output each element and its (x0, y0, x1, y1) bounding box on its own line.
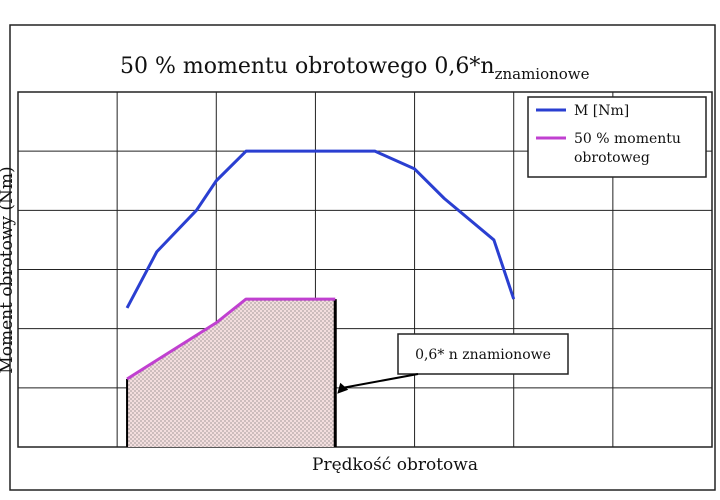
shaded-region (127, 299, 336, 447)
annotation-box (397, 333, 569, 375)
outer-frame (9, 24, 716, 491)
y-axis-label: Moment obrotowy (Nm) (0, 166, 17, 373)
chart-title: 50 % momentu obrotowego 0,6*nznamionowe (120, 54, 590, 83)
chart-title-subscript: znamionowe (495, 65, 590, 83)
annotation-arrow-line (343, 373, 419, 389)
annotation-label: 0,6* n znamionowe (415, 347, 551, 363)
series-line-torque (125, 149, 516, 309)
legend-label-half-torque: 50 % momentu obrotoweg (574, 131, 681, 166)
legend-label-torque: M [Nm] (574, 103, 629, 119)
series-line-half-torque (126, 297, 336, 381)
x-axis-label: Prędkość obrotowa (312, 455, 478, 475)
annotation-arrow-head (337, 382, 349, 394)
